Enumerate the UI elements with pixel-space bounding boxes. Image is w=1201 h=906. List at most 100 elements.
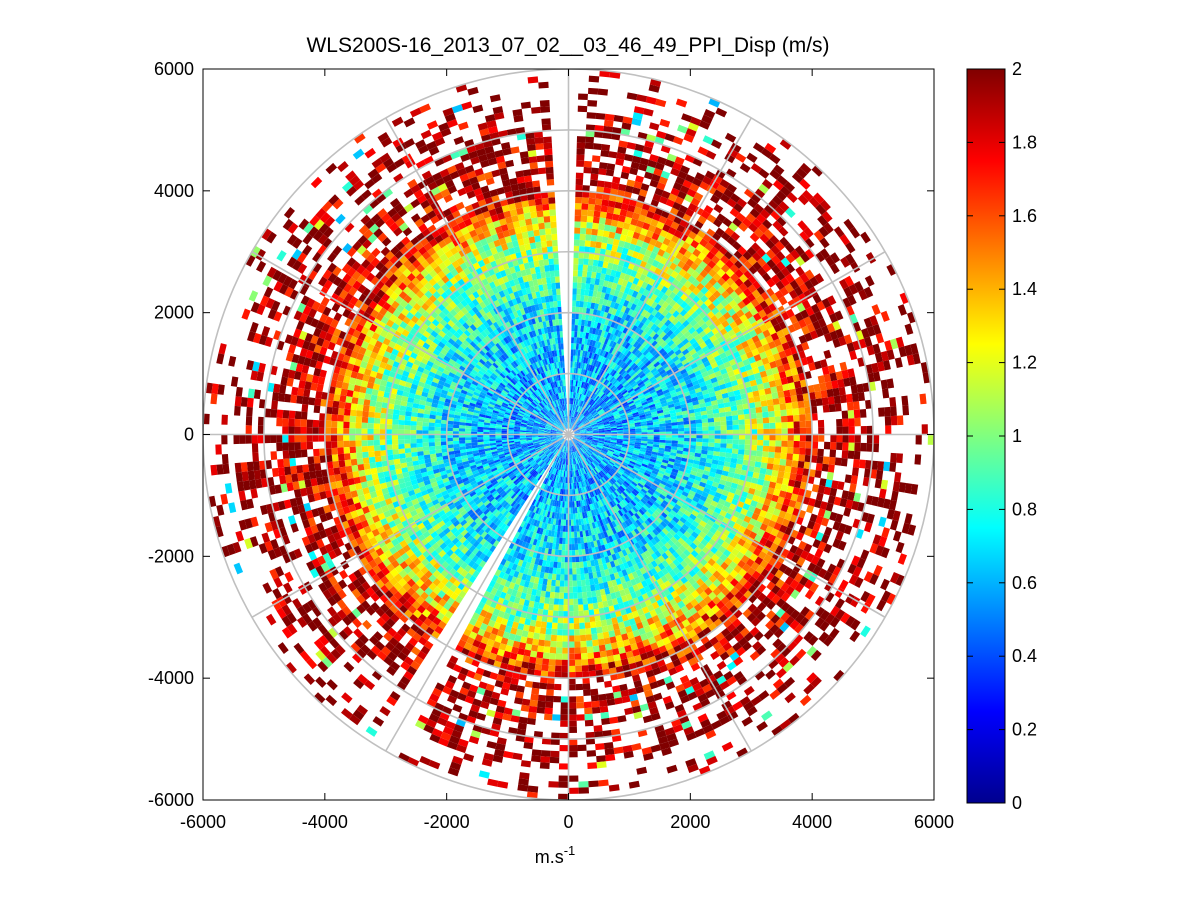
ppi-cell	[839, 387, 846, 396]
ppi-cell	[538, 82, 548, 89]
ppi-cell	[600, 211, 607, 218]
ppi-cell	[666, 429, 672, 432]
ppi-cell	[846, 394, 853, 403]
ppi-cell	[546, 173, 554, 180]
ppi-cell	[571, 331, 574, 337]
ppi-cell	[885, 425, 891, 434]
ppi-cell	[593, 211, 600, 218]
ppi-cell	[587, 271, 592, 278]
ppi-cell	[363, 399, 370, 406]
ppi-cell	[708, 422, 714, 427]
ppi-cell	[648, 430, 654, 433]
ppi-cell	[777, 391, 784, 398]
ppi-cell	[531, 217, 538, 224]
chart-title: WLS200S-16_2013_07_02__03_46_49_PPI_Disp…	[306, 34, 829, 57]
ppi-cell	[732, 415, 739, 420]
ppi-cell	[795, 387, 802, 395]
ppi-cell	[537, 155, 545, 162]
ppi-cell	[848, 418, 854, 426]
ppi-cell	[576, 289, 581, 295]
ppi-cell	[595, 198, 602, 205]
ppi-cell	[334, 387, 341, 395]
ppi-cell	[541, 118, 550, 125]
ppi-cell	[547, 283, 552, 290]
ppi-cell	[756, 412, 763, 418]
ppi-cell	[781, 422, 787, 428]
ppi-cell	[595, 242, 601, 249]
ppi-cell	[525, 218, 532, 225]
ppi-cell	[547, 179, 555, 186]
ppi-cell	[585, 283, 590, 290]
ppi-cell	[774, 404, 781, 411]
ppi-cell	[570, 361, 572, 367]
ppi-cell	[789, 389, 796, 397]
ppi-cell	[561, 343, 564, 349]
ppi-cell	[849, 426, 855, 434]
ppi-cell	[572, 313, 576, 319]
ppi-cell	[524, 175, 532, 182]
ppi-cell	[608, 151, 617, 158]
ppi-cell	[546, 167, 554, 174]
ppi-cell	[738, 414, 745, 420]
ppi-cell	[543, 136, 552, 143]
ppi-cell	[586, 228, 592, 235]
ppi-cell	[890, 406, 897, 416]
ppi-cell	[672, 425, 678, 428]
ppi-cell	[544, 216, 551, 223]
ppi-cell	[587, 210, 594, 217]
ppi-cell	[635, 430, 641, 432]
ppi-cell	[821, 390, 828, 398]
ppi-cell	[678, 428, 684, 431]
ppi-cell	[315, 391, 322, 399]
ppi-cell	[534, 236, 541, 243]
ppi-cell	[533, 229, 540, 236]
ppi-cell	[713, 413, 720, 418]
ppi-cell	[579, 240, 585, 246]
ppi-cell	[550, 277, 555, 284]
ppi-cell	[587, 216, 594, 223]
ppi-cell	[878, 407, 885, 416]
ppi-cell	[827, 389, 834, 397]
ppi-cell	[537, 217, 544, 224]
ppi-cell	[550, 222, 556, 229]
ppi-cell	[602, 236, 609, 243]
ppi-cell	[588, 88, 598, 95]
ppi-cell	[557, 295, 561, 301]
ppi-cell	[788, 428, 794, 434]
ppi-cell	[584, 161, 592, 168]
ppi-cell	[603, 230, 610, 237]
ppi-cell	[580, 228, 586, 234]
ppi-cell	[604, 181, 612, 188]
ppi-cell	[556, 289, 561, 295]
ppi-cell	[854, 418, 860, 427]
ppi-cell	[528, 76, 539, 83]
ppi-cell	[823, 405, 830, 413]
ppi-cell	[604, 120, 614, 127]
ppi-cell	[524, 212, 531, 219]
ppi-cell	[834, 395, 841, 403]
ppi-cell	[526, 224, 533, 231]
ppi-cell	[591, 229, 598, 236]
ppi-cell	[829, 404, 836, 412]
ppi-cell	[578, 106, 588, 112]
ppi-cell	[672, 428, 678, 431]
ppi-cell	[575, 215, 581, 221]
ppi-cell	[575, 319, 579, 325]
ppi-cell	[580, 295, 585, 301]
ppi-cell	[853, 401, 860, 410]
ppi-cell	[577, 282, 582, 288]
ppi-cell	[757, 423, 763, 429]
ppi-cell	[593, 217, 600, 224]
ppi-cell	[580, 234, 586, 240]
ppi-cell	[578, 94, 588, 100]
ppi-cell	[531, 107, 541, 114]
ppi-cell	[545, 228, 551, 235]
ppi-cell	[358, 392, 365, 399]
ppi-cell	[534, 137, 543, 144]
ppi-cell	[528, 150, 537, 157]
ppi-cell	[578, 258, 583, 264]
ppi-cell	[600, 150, 609, 157]
ppi-cell	[702, 423, 708, 427]
ppi-cell	[579, 301, 583, 307]
